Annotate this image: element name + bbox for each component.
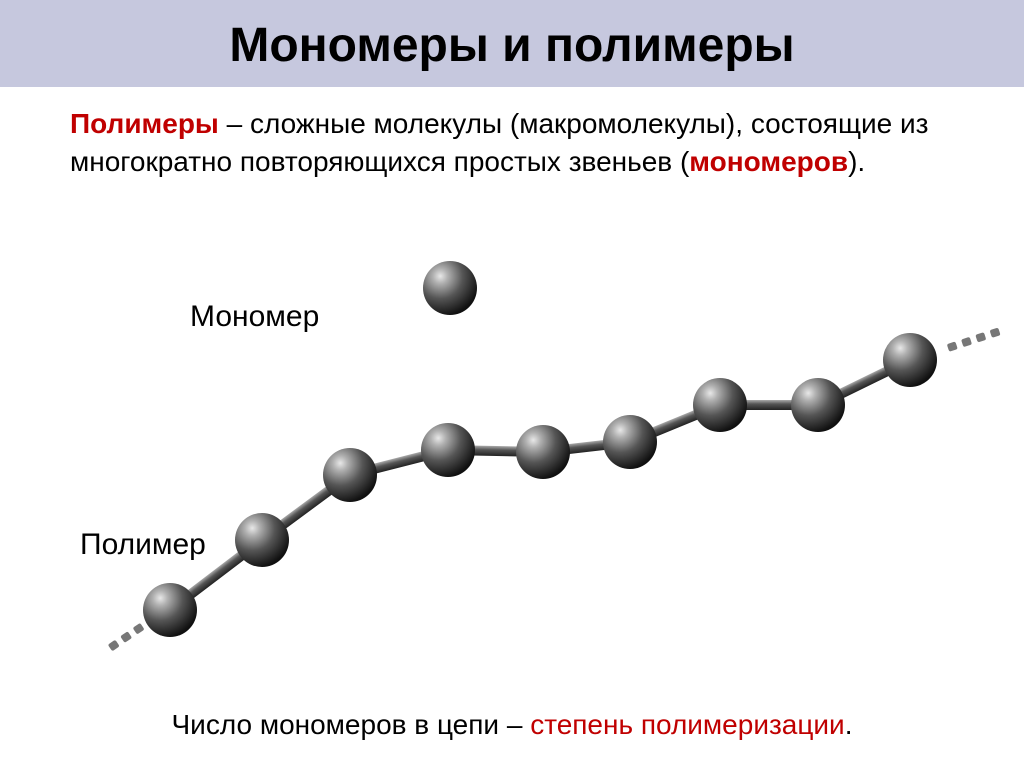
atom-sphere: [791, 378, 845, 432]
footer-post: .: [845, 709, 853, 740]
atom-sphere: [143, 583, 197, 637]
atom-sphere: [423, 261, 477, 315]
polymer-label: Полимер: [80, 528, 206, 562]
page-title: Мономеры и полимеры: [229, 19, 794, 72]
footer-pre: Число мономеров в цепи –: [172, 709, 531, 740]
atom-sphere: [235, 513, 289, 567]
definition-block: Полимеры – сложные молекулы (макромолеку…: [0, 87, 1024, 181]
molecule-diagram: Мономер Полимер: [0, 250, 1024, 670]
definition-highlight: мономеров: [689, 146, 848, 177]
atom-sphere: [323, 448, 377, 502]
title-bar: Мономеры и полимеры: [0, 0, 1024, 87]
atom-sphere: [516, 425, 570, 479]
definition-body-2: ).: [848, 146, 865, 177]
atom-sphere: [693, 378, 747, 432]
footer-text: Число мономеров в цепи – степень полимер…: [0, 709, 1024, 741]
atom-sphere: [883, 333, 937, 387]
atom-sphere: [421, 423, 475, 477]
definition-term: Полимеры: [70, 108, 219, 139]
monomer-label: Мономер: [190, 300, 319, 334]
atom-sphere: [603, 415, 657, 469]
footer-highlight: степень полимеризации: [530, 709, 845, 740]
